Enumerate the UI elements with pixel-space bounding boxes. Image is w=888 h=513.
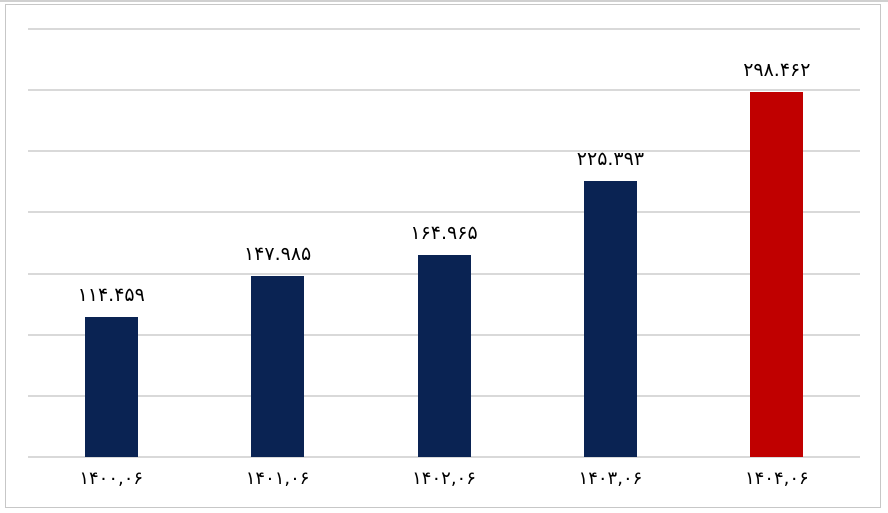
- bars-row: ۱۱۴.۴۵۹ ۱۴۷.۹۸۵ ۱۶۴.۹۶۵ ۲۲۵.۳۹۳ ۲۹۸.۴۶۲: [28, 29, 860, 457]
- bar-value-label: ۱۶۴.۹۶۵: [410, 222, 478, 245]
- chart-frame: ۱۱۴.۴۵۹ ۱۴۷.۹۸۵ ۱۶۴.۹۶۵ ۲۲۵.۳۹۳ ۲۹۸.۴۶۲ ۱۴۰۰…: [5, 4, 881, 508]
- x-axis-labels: ۱۴۰۰,۰۶ ۱۴۰۱,۰۶ ۱۴۰۲,۰۶ ۱۴۰۳,۰۶ ۱۴۰۴,۰۶: [28, 468, 860, 490]
- screen-top-edge: [0, 0, 888, 2]
- gridline: [28, 150, 860, 153]
- category-column: ۲۹۸.۴۶۲: [694, 29, 860, 457]
- category-column: ۱۴۷.۹۸۵: [194, 29, 360, 457]
- gridline: [28, 28, 860, 30]
- x-tick-label: ۱۴۰۳,۰۶: [578, 468, 643, 489]
- bar: [583, 181, 637, 457]
- x-tick-label: ۱۴۰۲,۰۶: [412, 468, 476, 489]
- gridline: [28, 211, 860, 214]
- bar: [251, 276, 305, 457]
- bar-value-label: ۱۴۷.۹۸۵: [243, 243, 312, 266]
- bar: [750, 92, 804, 457]
- bar-value-label: ۲۹۸.۴۶۲: [743, 59, 811, 82]
- x-tick-label: ۱۴۰۱,۰۶: [245, 468, 310, 489]
- category-column: ۱۶۴.۹۶۵: [361, 29, 527, 457]
- category-column: ۲۲۵.۳۹۳: [527, 29, 693, 457]
- gridline: [28, 89, 860, 92]
- plot-area: ۱۱۴.۴۵۹ ۱۴۷.۹۸۵ ۱۶۴.۹۶۵ ۲۲۵.۳۹۳ ۲۹۸.۴۶۲ ۱۴۰۰…: [28, 28, 860, 489]
- bar-value-label: ۱۱۴.۴۵۹: [77, 284, 145, 307]
- x-tick-label: ۱۴۰۰,۰۶: [79, 468, 144, 489]
- bar: [417, 255, 471, 457]
- category-column: ۱۱۴.۴۵۹: [28, 29, 194, 457]
- x-tick-label: ۱۴۰۴,۰۶: [744, 468, 809, 489]
- x-axis-line: [28, 456, 860, 458]
- bar-value-label: ۲۲۵.۳۹۳: [576, 148, 645, 171]
- bar: [84, 317, 138, 457]
